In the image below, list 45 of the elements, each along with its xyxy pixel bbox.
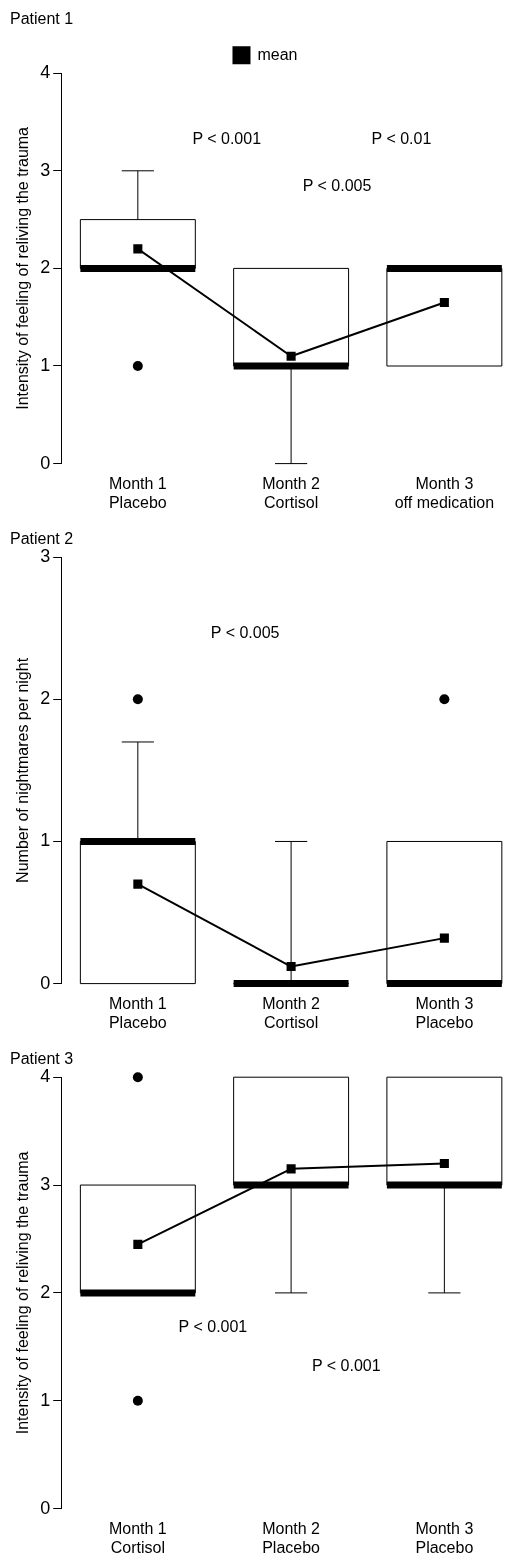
point xyxy=(439,298,449,308)
x-tick-label: Month 1 Placebo xyxy=(108,474,167,511)
y-tick-label: 2 xyxy=(40,1281,51,1302)
x-tick-label: Month 3 Placebo xyxy=(415,994,474,1031)
y-tick-label: 1 xyxy=(40,354,51,375)
x-tick-label: Month 3 off medication xyxy=(394,474,495,511)
chart-title: Patient 2 xyxy=(10,530,74,548)
x-tick-label: Month 3 Placebo xyxy=(415,1519,474,1556)
y-axis-title: Intensity of feeling of reliving the trauma xyxy=(14,126,32,410)
y-axis-title: Intensity of feeling of reliving the trauma xyxy=(14,1151,32,1435)
chart-title: Patient 3 xyxy=(10,1050,74,1068)
y-tick-label: 0 xyxy=(40,1497,51,1518)
point xyxy=(133,879,143,889)
annotation: P < 0.005 xyxy=(210,624,280,642)
x-tick-label: Month 2 Cortisol xyxy=(262,994,321,1031)
y-tick-label: 3 xyxy=(40,546,51,567)
annotation: P < 0.005 xyxy=(302,176,372,194)
y-tick-label: 1 xyxy=(40,1389,51,1410)
point xyxy=(133,244,143,254)
point xyxy=(133,1239,143,1249)
y-tick-label: 4 xyxy=(40,62,51,83)
y-tick-label: 2 xyxy=(40,257,51,278)
y-tick-label: 2 xyxy=(40,688,51,709)
y-tick-label: 4 xyxy=(40,1066,51,1087)
x-tick-label: Month 1 Cortisol xyxy=(108,1519,167,1556)
point xyxy=(439,1158,449,1169)
annotation: P < 0.001 xyxy=(311,1356,381,1374)
x-tick-label: Month 2 Placebo xyxy=(262,1519,321,1556)
point xyxy=(439,933,449,943)
point xyxy=(286,351,296,361)
y-tick-label: 1 xyxy=(40,830,51,851)
legend-label: mean xyxy=(257,45,298,63)
y-tick-label: 0 xyxy=(40,972,51,993)
point xyxy=(286,962,296,972)
annotation: P < 0.01 xyxy=(371,129,432,147)
x-tick-label: Month 1 Placebo xyxy=(108,994,167,1031)
y-axis-title: Number of nightmares per night xyxy=(14,657,32,883)
chart-title: Patient 1 xyxy=(10,10,74,28)
annotation: P < 0.001 xyxy=(178,1317,248,1335)
y-tick-label: 3 xyxy=(40,1174,51,1195)
x-tick-label: Month 2 Cortisol xyxy=(262,474,321,511)
point xyxy=(286,1164,296,1174)
y-tick-label: 3 xyxy=(40,159,51,180)
y-tick-label: 0 xyxy=(40,452,51,473)
annotation: P < 0.001 xyxy=(192,129,262,147)
